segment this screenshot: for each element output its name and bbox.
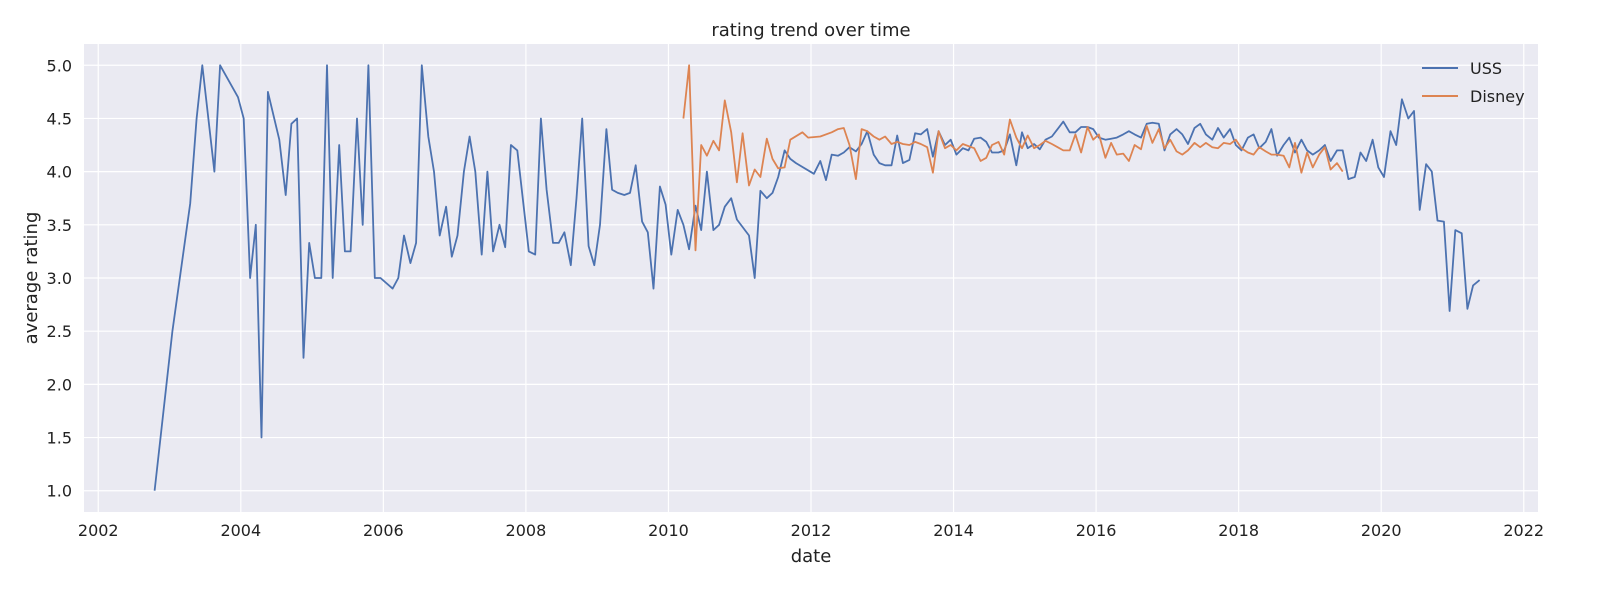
y-tick-label: 4.0 xyxy=(47,163,72,182)
series-layer xyxy=(153,64,1481,491)
y-tick-label: 5.0 xyxy=(47,56,72,75)
x-tick-label: 2018 xyxy=(1218,521,1259,540)
y-tick-labels: 1.0 1.5 2.0 2.5 3.0 3.5 4.0 4.5 5.0 xyxy=(47,56,72,500)
y-tick-label: 1.5 xyxy=(47,429,72,448)
y-tick-label: 2.0 xyxy=(47,375,72,394)
x-axis-label: date xyxy=(791,546,832,567)
grid-lines xyxy=(84,44,1538,512)
x-tick-label: 2016 xyxy=(1076,521,1117,540)
legend-label-disney: Disney xyxy=(1470,87,1525,106)
legend: USS Disney xyxy=(1422,59,1525,106)
y-axis-label: average rating xyxy=(21,212,42,345)
series-uss xyxy=(153,64,1481,491)
legend-label-uss: USS xyxy=(1470,59,1502,78)
x-tick-labels: 2002 2004 2006 2008 2010 2012 2014 2016 2018 2020… xyxy=(78,521,1544,540)
y-tick-label: 3.0 xyxy=(47,269,72,288)
x-tick-label: 2012 xyxy=(791,521,832,540)
x-tick-label: 2010 xyxy=(648,521,689,540)
x-tick-label: 2006 xyxy=(363,521,404,540)
x-tick-label: 2008 xyxy=(506,521,547,540)
chart-title: rating trend over time xyxy=(711,20,910,41)
x-tick-label: 2004 xyxy=(220,521,261,540)
x-tick-label: 2014 xyxy=(933,521,974,540)
series-disney xyxy=(682,64,1344,252)
y-tick-label: 2.5 xyxy=(47,322,72,341)
x-tick-label: 2022 xyxy=(1503,521,1544,540)
x-tick-label: 2020 xyxy=(1361,521,1402,540)
y-tick-label: 3.5 xyxy=(47,216,72,235)
x-tick-label: 2002 xyxy=(78,521,119,540)
y-tick-label: 1.0 xyxy=(47,482,72,501)
y-tick-label: 4.5 xyxy=(47,109,72,128)
